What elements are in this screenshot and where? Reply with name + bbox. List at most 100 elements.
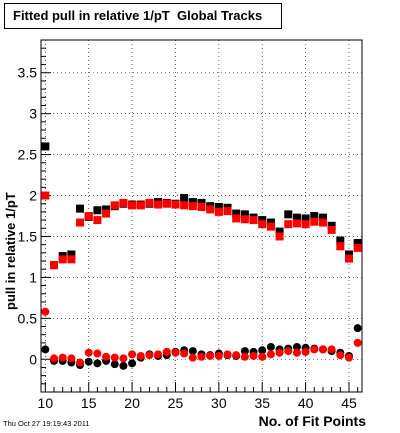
data-point-square	[266, 222, 275, 231]
data-point-circle	[275, 348, 284, 357]
data-point-circle	[214, 351, 223, 360]
x-tick-label: 35	[254, 395, 270, 411]
data-point-square	[344, 254, 353, 263]
y-tick-label: 3	[29, 106, 37, 122]
data-point-square	[214, 207, 223, 216]
data-point-circle	[171, 348, 180, 357]
data-point-square	[76, 218, 85, 227]
data-point-square	[292, 219, 301, 228]
data-point-square	[93, 216, 102, 225]
data-point-square	[284, 220, 293, 229]
data-point-square	[232, 214, 241, 223]
y-tick-label: 1	[29, 269, 37, 285]
data-point-circle	[258, 352, 267, 361]
data-point-circle	[206, 351, 215, 360]
x-tick-label: 15	[81, 395, 97, 411]
data-point-square	[301, 220, 310, 229]
data-point-circle	[154, 350, 163, 359]
data-point-square	[327, 225, 336, 234]
data-point-circle	[240, 352, 249, 361]
y-tick-label: 3.5	[18, 65, 38, 81]
y-tick-label: 2.5	[18, 147, 38, 163]
data-point-circle	[292, 348, 301, 357]
data-point-circle	[353, 338, 362, 347]
data-point-circle	[258, 346, 267, 355]
data-point-square	[41, 191, 50, 200]
data-point-circle	[145, 351, 154, 360]
y-tick-label: 2	[29, 188, 37, 204]
x-tick-label: 25	[168, 395, 184, 411]
data-point-circle	[110, 360, 119, 369]
data-point-circle	[344, 353, 353, 362]
data-point-circle	[41, 345, 50, 354]
data-point-square	[67, 255, 76, 264]
data-point-square	[240, 210, 249, 219]
x-tick-label: 20	[124, 395, 140, 411]
data-point-circle	[119, 361, 128, 370]
data-point-square	[249, 216, 258, 225]
data-point-square	[353, 243, 362, 252]
data-point-circle	[197, 352, 206, 361]
data-point-circle	[84, 348, 93, 357]
data-point-circle	[119, 354, 128, 363]
y-tick-label: 1.5	[18, 228, 38, 244]
data-point-circle	[41, 307, 50, 316]
data-point-circle	[50, 354, 59, 363]
data-point-circle	[102, 352, 111, 361]
data-point-circle	[67, 354, 76, 363]
data-point-circle	[353, 324, 362, 333]
data-point-square	[353, 239, 362, 248]
data-point-square	[136, 201, 145, 210]
data-point-square	[318, 213, 327, 222]
data-point-circle	[110, 353, 119, 362]
data-point-square	[336, 242, 345, 251]
data-point-circle	[232, 351, 241, 360]
y-tick-label: 0	[29, 351, 37, 367]
data-point-square	[180, 193, 189, 202]
data-point-circle	[284, 347, 293, 356]
data-point-circle	[128, 359, 137, 368]
data-point-circle	[301, 347, 310, 356]
data-point-circle	[76, 358, 85, 367]
data-point-circle	[266, 350, 275, 359]
data-point-circle	[223, 350, 232, 359]
data-point-circle	[327, 345, 336, 354]
timestamp: Thu Oct 27 19:19:43 2011	[3, 419, 90, 428]
data-point-square	[336, 236, 345, 245]
data-point-circle	[84, 357, 93, 366]
data-point-square	[110, 201, 119, 210]
data-point-square	[119, 198, 128, 207]
data-point-square	[162, 199, 171, 208]
data-point-square	[327, 221, 336, 230]
data-point-circle	[240, 347, 249, 356]
chart-title: Fitted pull in relative 1/pT Global Trac…	[4, 3, 282, 29]
data-point-square	[266, 218, 275, 227]
x-tick-label: 10	[38, 395, 54, 411]
data-point-square	[188, 202, 197, 211]
data-point-square	[188, 198, 197, 207]
data-point-square	[93, 206, 102, 215]
data-point-circle	[249, 351, 258, 360]
data-point-circle	[310, 345, 319, 354]
data-point-circle	[58, 353, 67, 362]
data-point-square	[180, 201, 189, 210]
x-tick-label: 30	[211, 395, 227, 411]
data-point-square	[102, 205, 111, 214]
data-point-square	[154, 200, 163, 209]
data-point-square	[197, 198, 206, 207]
data-point-circle	[188, 353, 197, 362]
data-point-square	[275, 232, 284, 241]
data-point-square	[58, 255, 67, 264]
data-point-circle	[93, 359, 102, 368]
data-point-circle	[292, 342, 301, 351]
data-point-circle	[128, 350, 137, 359]
data-point-square	[284, 210, 293, 219]
data-point-square	[258, 220, 267, 229]
data-point-square	[301, 214, 310, 223]
data-point-square	[258, 216, 267, 225]
data-point-circle	[318, 345, 327, 354]
data-point-square	[102, 209, 111, 218]
data-point-square	[84, 212, 93, 220]
data-point-square	[292, 213, 301, 222]
